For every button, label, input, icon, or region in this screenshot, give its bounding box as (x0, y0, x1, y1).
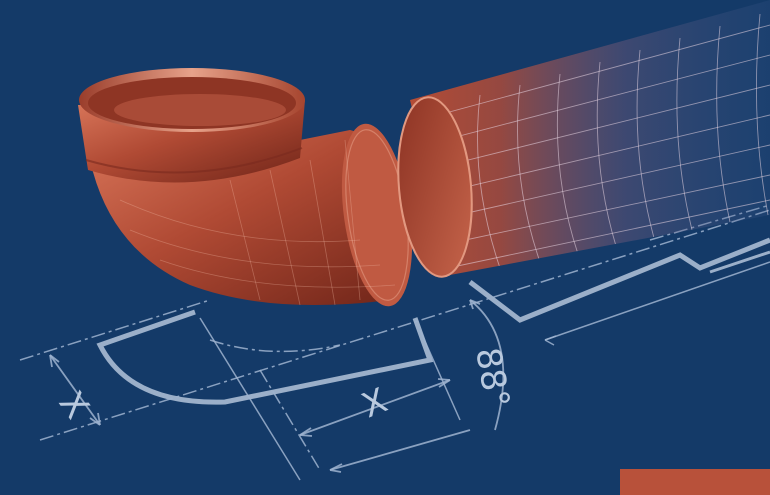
dimension-angle: 88° (467, 345, 517, 411)
pipe-elbow-icon (78, 68, 413, 307)
straight-pipe-icon (397, 0, 770, 278)
dimension-x-left: X (51, 384, 97, 426)
accent-bar (620, 469, 770, 495)
technical-drawing (19, 204, 770, 481)
